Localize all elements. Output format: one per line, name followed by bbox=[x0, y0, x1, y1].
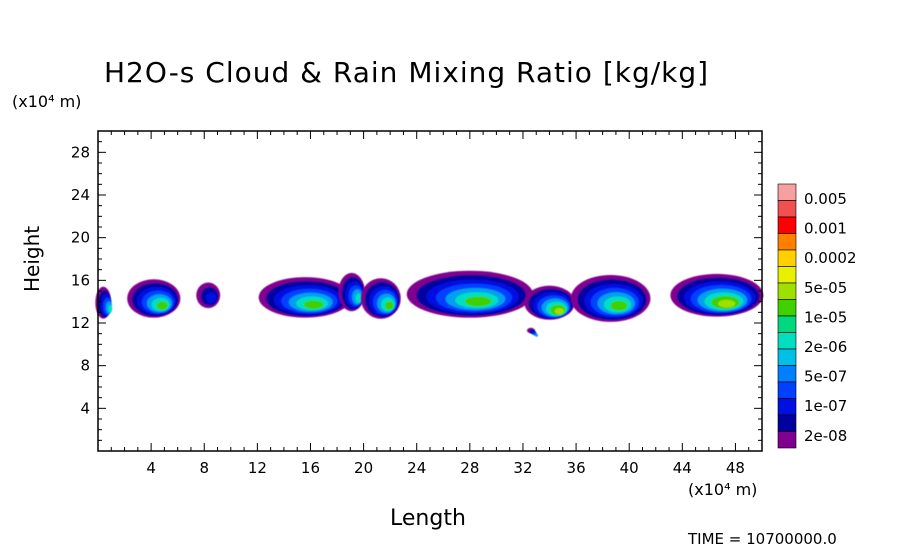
y-tick-label: 24 bbox=[71, 186, 90, 204]
chart-title: H2O-s Cloud & Rain Mixing Ratio [kg/kg] bbox=[104, 56, 710, 89]
cloud-field bbox=[95, 270, 764, 337]
x-axis-unit: (x10⁴ m) bbox=[688, 480, 758, 499]
colorbar-label: 1e-07 bbox=[804, 397, 847, 415]
y-tick-label: 8 bbox=[80, 357, 90, 375]
y-ticks: 4 8 12 16 20 24 28 bbox=[71, 141, 762, 441]
cloud-contour bbox=[205, 291, 217, 304]
cloud-contour bbox=[718, 299, 736, 308]
colorbar-swatch bbox=[777, 431, 797, 449]
cloud-contour bbox=[554, 307, 565, 315]
colorbar: 0.005 0.001 0.0002 5e-05 1e-05 2e-06 5e-07 1e-0… bbox=[777, 183, 857, 449]
cloud-cell bbox=[406, 270, 533, 318]
colorbar-label: 2e-08 bbox=[804, 427, 847, 445]
colorbar-swatch bbox=[777, 414, 797, 432]
x-tick-label: 8 bbox=[199, 459, 209, 477]
x-tick-label: 12 bbox=[248, 459, 267, 477]
x-tick-label: 4 bbox=[146, 459, 156, 477]
colorbar-swatch bbox=[777, 233, 797, 251]
cloud-contour bbox=[385, 301, 394, 310]
cloud-contour bbox=[156, 301, 168, 310]
cloud-contour bbox=[535, 333, 539, 337]
x-axis-label: Length bbox=[390, 506, 466, 531]
x-tick-label: 40 bbox=[620, 459, 639, 477]
colorbar-swatch bbox=[777, 315, 797, 333]
cloud-contour bbox=[303, 300, 324, 309]
cloud-cell bbox=[196, 282, 221, 309]
x-tick-label: 24 bbox=[407, 459, 426, 477]
y-tick-label: 16 bbox=[71, 271, 90, 289]
cloud-contour bbox=[464, 296, 492, 307]
cloud-contour bbox=[610, 300, 628, 311]
colorbar-label: 2e-06 bbox=[804, 338, 847, 356]
cloud-contour bbox=[108, 304, 113, 313]
x-tick-label: 28 bbox=[460, 459, 479, 477]
colorbar-swatch bbox=[777, 332, 797, 350]
cloud-cell bbox=[524, 285, 575, 320]
colorbar-swatch bbox=[777, 282, 797, 300]
cloud-cell bbox=[258, 277, 352, 318]
x-tick-label: 48 bbox=[726, 459, 745, 477]
y-tick-label: 4 bbox=[80, 399, 90, 417]
colorbar-swatch bbox=[777, 216, 797, 234]
x-tick-label: 36 bbox=[567, 459, 586, 477]
cloud-cell bbox=[570, 275, 651, 322]
y-tick-label: 20 bbox=[71, 229, 90, 247]
y-tick-label: 28 bbox=[71, 143, 90, 161]
cloud-cell bbox=[95, 286, 113, 319]
cloud-cell bbox=[360, 278, 401, 319]
cloud-cell bbox=[526, 327, 539, 337]
colorbar-swatch bbox=[777, 299, 797, 317]
x-tick-label: 32 bbox=[513, 459, 532, 477]
x-tick-label: 16 bbox=[301, 459, 320, 477]
cloud-cell bbox=[127, 279, 181, 318]
colorbar-label: 0.0002 bbox=[804, 249, 857, 267]
y-tick-label: 12 bbox=[71, 314, 90, 332]
colorbar-swatch bbox=[777, 398, 797, 416]
x-ticks: 4 8 12 16 20 24 28 32 36 40 44 48 bbox=[110, 131, 750, 477]
colorbar-swatch bbox=[777, 266, 797, 284]
cloud-cell bbox=[338, 272, 365, 312]
x-tick-label: 44 bbox=[673, 459, 692, 477]
cloud-cell bbox=[670, 273, 764, 317]
colorbar-label: 1e-05 bbox=[804, 308, 847, 326]
colorbar-swatch bbox=[777, 200, 797, 218]
colorbar-swatch bbox=[777, 249, 797, 267]
colorbar-label: 0.001 bbox=[804, 220, 847, 238]
cloud-contour bbox=[355, 293, 362, 303]
colorbar-swatch bbox=[777, 348, 797, 366]
colorbar-swatch bbox=[777, 183, 797, 201]
colorbar-label: 5e-05 bbox=[804, 279, 847, 297]
y-axis-unit: (x10⁴ m) bbox=[12, 92, 82, 111]
colorbar-label: 0.005 bbox=[804, 190, 847, 208]
colorbar-swatch bbox=[777, 381, 797, 399]
colorbar-swatch bbox=[777, 365, 797, 383]
colorbar-label: 5e-07 bbox=[804, 368, 847, 386]
x-tick-label: 20 bbox=[354, 459, 373, 477]
